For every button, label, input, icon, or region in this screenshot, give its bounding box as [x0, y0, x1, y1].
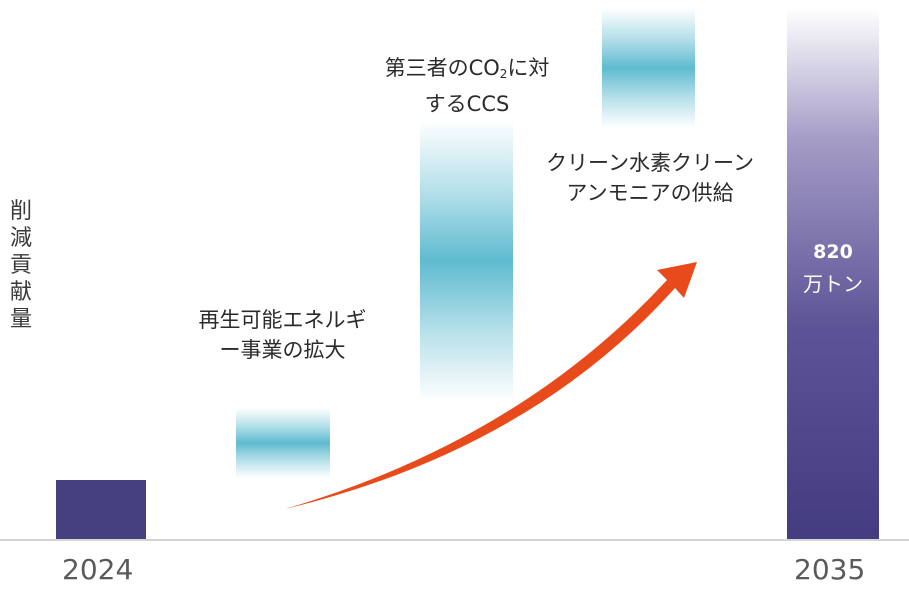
ccs-label-subscript: 2	[499, 67, 508, 81]
contribution-band-ccs	[420, 120, 513, 402]
x-tick-2035: 2035	[794, 553, 866, 586]
contribution-label-hydrogen: クリーン水素クリーンアンモニアの供給	[546, 151, 754, 205]
bar-2024	[56, 480, 146, 539]
y-axis-label: 削減貢献量	[9, 199, 32, 332]
contribution-band-renewable	[236, 408, 330, 478]
x-tick-2024: 2024	[62, 553, 134, 586]
contribution-label-renewable: 再生可能エネルギー事業の拡大	[198, 308, 367, 362]
ccs-label-prefix: 第三者のCO	[384, 56, 500, 80]
bar-2035-value: 820	[813, 241, 853, 263]
bar-2035-unit: 万トン	[803, 272, 863, 296]
x-axis-baseline	[0, 539, 909, 541]
contribution-label-ccs: 第三者のCO2に対するCCS	[377, 53, 557, 119]
ccs-label-suffix: に対するCCS	[424, 56, 550, 116]
growth-arrow-shape	[285, 262, 697, 509]
contribution-band-hydrogen	[602, 8, 695, 128]
bar-2035	[787, 8, 879, 539]
